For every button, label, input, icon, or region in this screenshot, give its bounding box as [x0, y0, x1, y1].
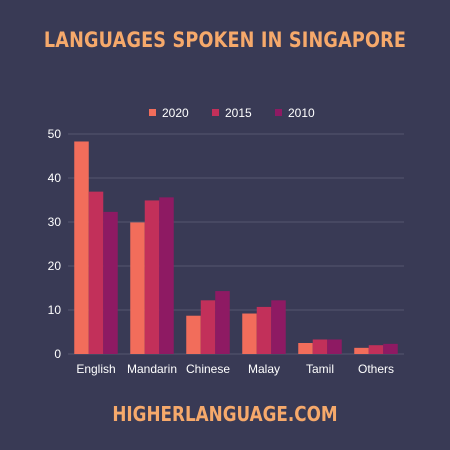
- y-axis-ticks: 0 10 20 30 40 50: [48, 127, 62, 361]
- bar-2015-malay: [256, 306, 272, 354]
- bar-2010-mandarin: [159, 197, 174, 354]
- bar-2020-mandarin: [130, 222, 145, 354]
- y-tick-label: 20: [48, 259, 62, 273]
- bar-2020-tamil: [298, 343, 313, 354]
- bar-2020-english: [74, 141, 89, 354]
- x-tick-label: Chinese: [186, 362, 230, 376]
- legend-swatch-2010: [275, 109, 282, 116]
- y-tick-label: 10: [48, 303, 62, 317]
- bar-2015-tamil: [312, 339, 328, 354]
- bar-2010-chinese: [215, 291, 230, 354]
- legend-label-2015: 2015: [225, 106, 252, 120]
- bar-2015-english: [88, 191, 104, 354]
- bar-2015-mandarin: [144, 200, 160, 354]
- bars: [74, 141, 398, 354]
- legend-swatch-2020: [149, 109, 156, 116]
- bar-2020-others: [354, 347, 369, 354]
- legend-label-2020: 2020: [162, 106, 189, 120]
- x-axis-ticks: English Mandarin Chinese Malay Tamil Others: [76, 362, 394, 376]
- chart-title: LANGUAGES SPOKEN IN SINGAPORE: [43, 28, 407, 52]
- bar-2015-others: [368, 345, 384, 354]
- bar-2020-chinese: [186, 315, 201, 354]
- legend-label-2010: 2010: [288, 106, 315, 120]
- x-tick-label: Malay: [248, 362, 280, 376]
- bar-2010-others: [383, 343, 398, 354]
- x-tick-label: English: [76, 362, 115, 376]
- y-tick-label: 40: [48, 171, 62, 185]
- y-tick-label: 30: [48, 215, 62, 229]
- bar-2010-tamil: [327, 339, 342, 354]
- bar-2010-malay: [271, 300, 286, 354]
- bar-2020-malay: [242, 313, 257, 354]
- x-tick-label: Others: [358, 362, 394, 376]
- x-tick-label: Tamil: [306, 362, 334, 376]
- x-tick-label: Mandarin: [127, 362, 177, 376]
- bar-2010-english: [103, 211, 118, 354]
- y-tick-label: 0: [54, 347, 61, 361]
- footer-site-name: HIGHERLANGUAGE.COM: [112, 402, 338, 426]
- gridlines: [68, 133, 404, 355]
- legend: 2020 2015 2010: [149, 106, 315, 120]
- y-tick-label: 50: [48, 127, 62, 141]
- bar-2015-chinese: [200, 300, 216, 354]
- legend-swatch-2015: [212, 109, 219, 116]
